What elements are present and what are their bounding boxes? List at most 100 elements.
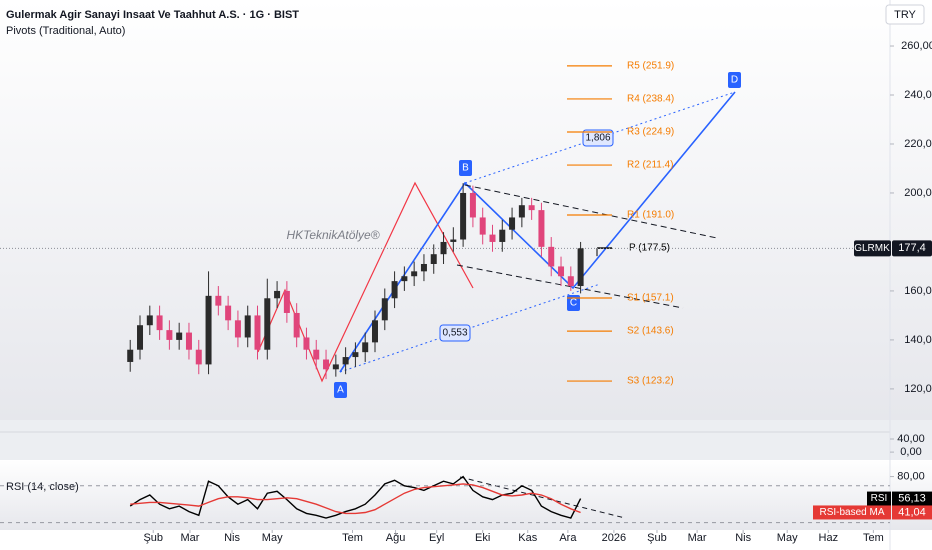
point-label: C [570,298,577,309]
candle [313,339,320,370]
currency: TRY [894,9,916,21]
candle [577,241,584,294]
candle-body [283,290,290,313]
candle-body [274,290,281,299]
candle [146,305,153,336]
candle [323,349,330,380]
candle-body [352,352,359,358]
candle [137,315,144,360]
x-tick-label: Haz [819,532,839,544]
candle-body [323,359,330,370]
point-badge [728,72,741,88]
candle [205,271,212,375]
candle-body [156,315,163,331]
y-tick-label: 200,0 [904,187,932,199]
pivot-label: S1 (157.1) [627,293,674,304]
candle-body [567,276,574,287]
candle-body [127,349,134,362]
y-tick-label: 0,00 [900,446,921,458]
candle [469,185,476,228]
ratio-badge [439,324,471,342]
candle [371,310,378,353]
candle-body [499,229,506,242]
value-tag [892,491,932,506]
series-tag [813,505,891,520]
candle-body [254,315,261,350]
candle-body [205,295,212,365]
series-name: RSI [871,493,888,504]
x-tick-label: Mar [688,532,707,544]
currency-box[interactable] [885,4,925,25]
candle [215,286,222,316]
candle [509,207,516,240]
candle-body [146,315,153,326]
candle [127,339,134,372]
last-price: 177,4 [898,242,926,254]
y-tick-label: 220,0 [904,138,932,150]
x-tick-label: Eyl [429,532,444,544]
candle-body [234,320,241,338]
x-tick-label: Tem [342,532,363,544]
candle-body [293,312,300,338]
candle [342,347,349,375]
x-tick-label: Nis [224,532,240,544]
pivot-label: R3 (224.9) [627,127,674,138]
pivot-label: R1 (191.0) [627,210,674,221]
rsi-line [130,483,581,515]
candle [391,271,398,309]
candle [156,305,163,340]
candle [518,197,525,228]
x-tick-label: Eki [475,532,490,544]
candle [538,202,545,257]
candle [430,244,437,274]
candle [381,288,388,331]
candle-body [528,205,535,211]
candle [479,207,486,245]
trend-line [456,264,684,309]
candle [460,183,467,247]
ac-line [339,283,601,373]
x-tick-label: Nis [735,532,751,544]
candle [352,342,359,367]
chart-title: Gulermak Agir Sanayi Insaat Ve Taahhut A… [6,9,299,21]
point-badge [334,382,347,398]
candle-body [401,276,408,282]
candle [176,322,183,350]
candle-body [538,210,545,247]
candle [450,227,457,252]
candle-body [264,298,271,350]
x-tick-label: Mar [180,532,199,544]
candle-body [371,320,378,343]
series-tag [867,491,891,506]
candle-body [411,271,418,277]
candle-body [244,315,251,338]
candle-body [509,217,516,230]
y-tick-label: 120,0 [904,383,932,395]
x-tick-label: Şub [647,532,667,544]
candle-body [450,239,457,242]
candle [254,305,261,360]
rsi-title: RSI (14, close) [6,481,79,493]
candle-body [479,217,486,235]
candle-body [548,246,555,267]
candle-body [225,305,232,321]
candle-body [518,205,525,218]
rsi-trend-line [459,476,626,519]
y-tick-label: 240,0 [904,89,932,101]
candle [332,354,339,377]
candle [411,261,418,287]
candle [225,295,232,331]
symbol: GLRMK [854,243,890,254]
price-tag [892,240,932,257]
candle-body [469,192,476,218]
candle-body [362,342,369,353]
candle-body [166,330,173,340]
candle-body [440,241,447,255]
value-tag [892,505,932,520]
pivot-label: S3 (123.2) [627,376,674,387]
candle [528,197,535,220]
candle [548,237,555,277]
candle [283,281,290,323]
x-tick-label: May [777,532,798,544]
